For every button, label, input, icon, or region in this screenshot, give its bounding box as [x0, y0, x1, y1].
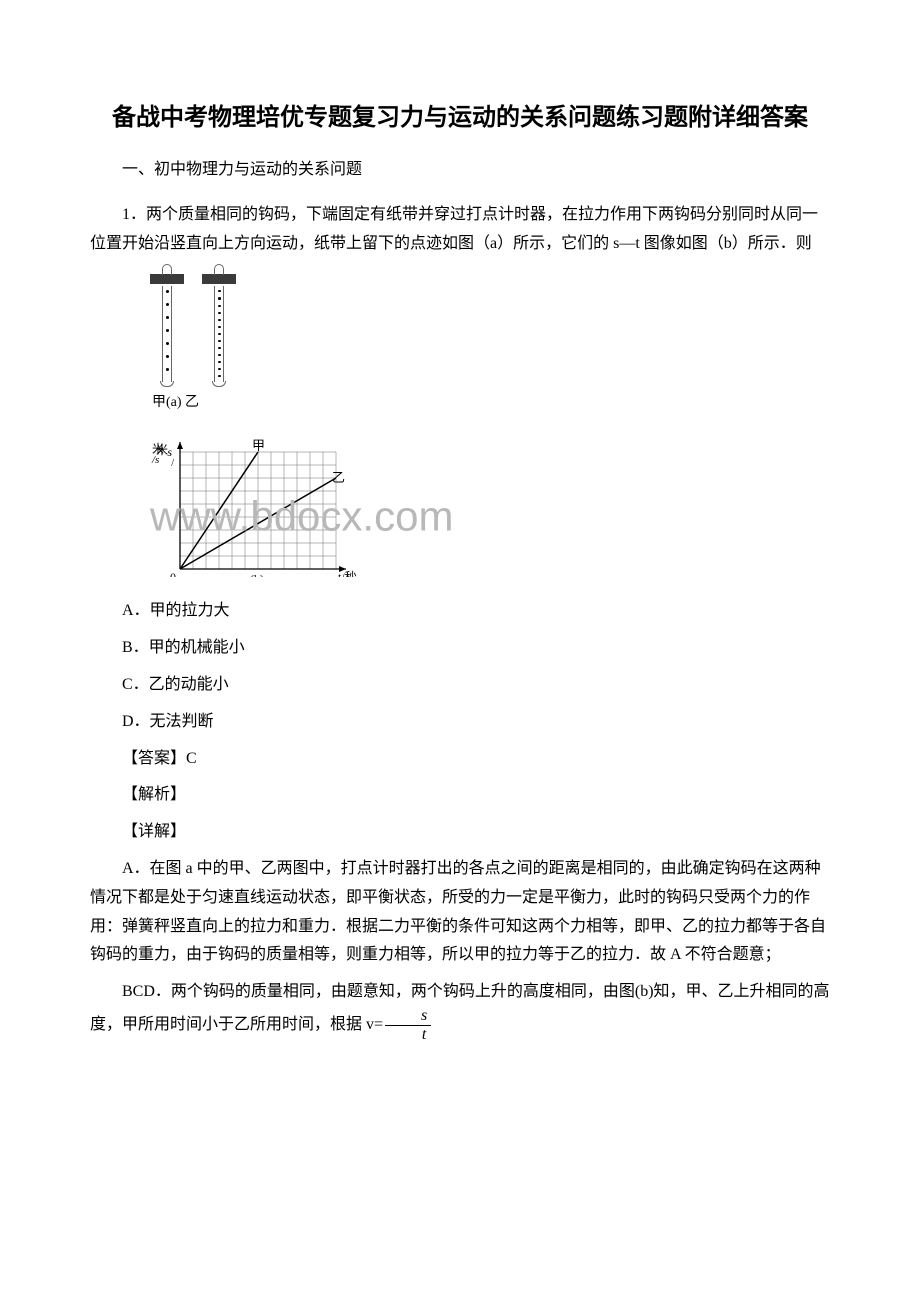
svg-text:(b): (b) [250, 572, 264, 577]
svg-text:乙: 乙 [332, 470, 345, 485]
hook-jia [150, 274, 184, 387]
answer-line: 【答案】C [90, 745, 830, 774]
y-axis-label: 米/s [152, 443, 164, 466]
frac-num: s [385, 1007, 431, 1026]
tape-yi [214, 286, 224, 382]
detail-label: 【详解】 [90, 818, 830, 847]
option-a: A．甲的拉力大 [90, 597, 830, 626]
answer-value: C [186, 750, 197, 767]
svg-text:/: / [171, 458, 174, 469]
weight-icon [202, 274, 236, 284]
fraction: st [385, 1007, 431, 1043]
figure-a-labels: 甲(a) 乙 [152, 391, 830, 411]
svg-text:甲: 甲 [252, 438, 265, 453]
explain-bcd-text: BCD．两个钩码的质量相同，由题意知，两个钩码上升的高度相同，由图(b)知，甲、… [90, 983, 830, 1033]
explain-a: A．在图 a 中的甲、乙两图中，打点计时器打出的各点之间的距离是相同的，由此确定… [90, 855, 830, 970]
figure-b: www.bdocx.com 米甲乙0(b)t/秒s/ 米/s [150, 437, 830, 577]
page-title: 备战中考物理培优专题复习力与运动的关系问题练习题附详细答案 [90, 100, 830, 136]
analysis-label: 【解析】 [90, 781, 830, 810]
st-graph-svg: 米甲乙0(b)t/秒s/ [150, 437, 380, 577]
option-c: C．乙的动能小 [90, 671, 830, 700]
option-d: D．无法判断 [90, 708, 830, 737]
graph-wrap: www.bdocx.com 米甲乙0(b)t/秒s/ 米/s [150, 437, 380, 577]
weight-icon [150, 274, 184, 284]
section-heading: 一、初中物理力与运动的关系问题 [90, 156, 830, 185]
tape-end-jia [160, 381, 174, 387]
svg-text:0: 0 [170, 570, 176, 577]
hook-yi [202, 274, 236, 387]
tape-end-yi [212, 381, 226, 387]
tapes-row [150, 274, 830, 387]
figure-a: 甲(a) 乙 [150, 274, 830, 411]
options-block: A．甲的拉力大 B．甲的机械能小 C．乙的动能小 D．无法判断 [90, 597, 830, 736]
question-stem: 1．两个质量相同的钩码，下端固定有纸带并穿过打点计时器，在拉力作用下两钩码分别同… [90, 201, 830, 259]
option-b: B．甲的机械能小 [90, 634, 830, 663]
svg-text:t/秒: t/秒 [338, 570, 357, 577]
svg-text:s: s [167, 445, 172, 459]
answer-label: 【答案】 [122, 750, 186, 767]
tape-jia [162, 286, 172, 382]
frac-den: t [385, 1026, 431, 1044]
explain-bcd: BCD．两个钩码的质量相同，由题意知，两个钩码上升的高度相同，由图(b)知，甲、… [90, 978, 830, 1043]
